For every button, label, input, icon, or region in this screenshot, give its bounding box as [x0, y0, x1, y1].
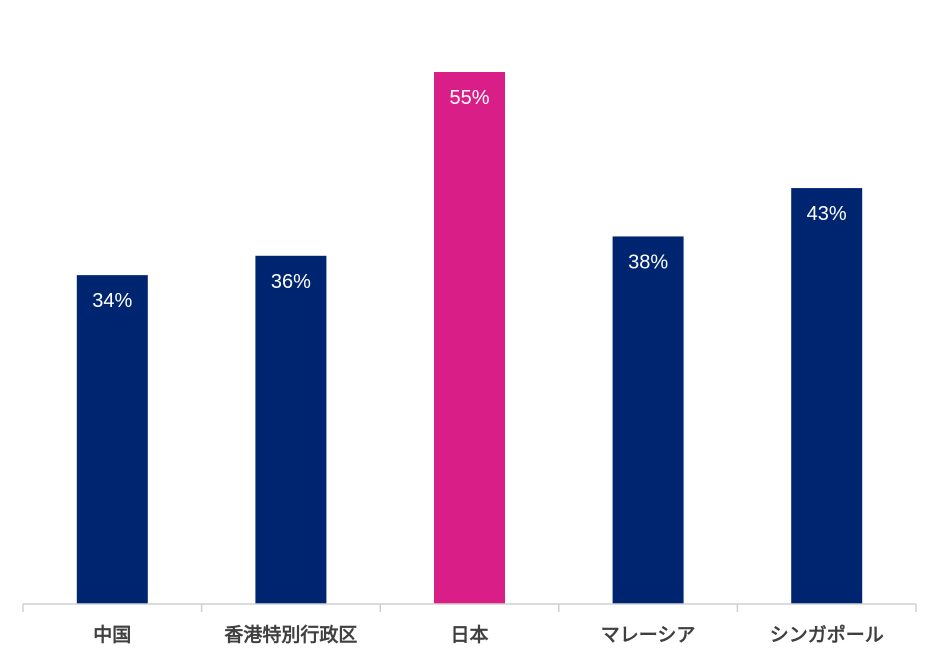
category-labels: 中国 香港特別行政区 日本 マレーシア シンガポール — [93, 623, 883, 646]
x-axis-ticks — [22, 604, 917, 612]
bar-value-label: 38% — [628, 251, 668, 273]
bar-value-label: 55% — [449, 87, 489, 109]
bar-1 — [255, 255, 327, 605]
bar-3 — [612, 236, 684, 604]
category-label: 日本 — [450, 623, 488, 646]
category-label: マレーシア — [601, 624, 696, 646]
category-label: シンガポール — [770, 623, 884, 646]
category-label: 中国 — [93, 623, 131, 646]
bar-value-label: 36% — [271, 271, 311, 293]
bar-0 — [76, 275, 148, 604]
bar-value-label: 34% — [92, 290, 132, 312]
category-label: 香港特別行政区 — [223, 623, 357, 646]
bar-value-label: 43% — [807, 203, 847, 225]
bar-4 — [791, 188, 863, 604]
bar-value-labels: 34% 36% 55% 38% 43% — [92, 87, 847, 312]
bar-2 — [434, 72, 505, 604]
bars-group — [76, 72, 863, 605]
